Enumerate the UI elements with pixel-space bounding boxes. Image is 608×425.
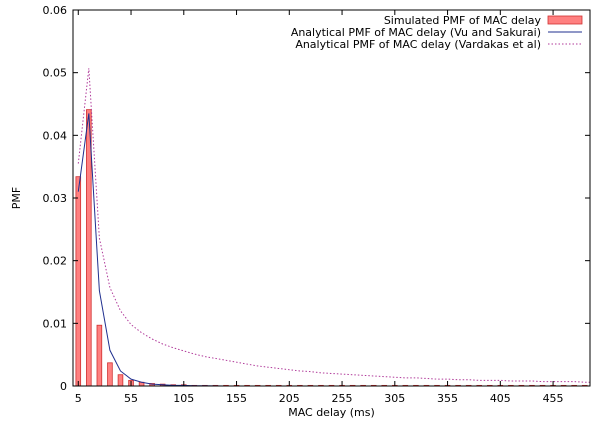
x-tick-label: 105 [173, 392, 194, 405]
legend-label: Analytical PMF of MAC delay (Vardakas et… [295, 38, 541, 51]
legend-label: Analytical PMF of MAC delay (Vu and Saku… [291, 26, 541, 39]
bar-series-group [75, 109, 588, 387]
x-tick-label: 5 [75, 392, 82, 405]
x-tick-label: 55 [124, 392, 138, 405]
bar [75, 176, 82, 387]
bar [117, 374, 124, 387]
y-tick-label: 0.01 [43, 317, 68, 330]
x-axis-title: MAC delay (ms) [288, 406, 375, 419]
series-line-1 [77, 113, 590, 387]
x-tick-label: 455 [543, 392, 564, 405]
x-tick-label: 155 [226, 392, 247, 405]
legend-label: Simulated PMF of MAC delay [384, 14, 542, 27]
x-tick-label: 355 [437, 392, 458, 405]
y-tick-label: 0.02 [43, 255, 68, 268]
y-tick-label: 0.04 [43, 129, 68, 142]
y-tick-label: 0.03 [43, 192, 68, 205]
x-tick-label: 205 [279, 392, 300, 405]
x-tick-label: 255 [332, 392, 353, 405]
y-tick-label: 0.06 [43, 4, 68, 17]
y-tick-label: 0.05 [43, 67, 68, 80]
y-tick-label: 0 [60, 380, 67, 393]
bar [107, 362, 113, 387]
x-tick-label: 405 [490, 392, 511, 405]
axis-ticks-group: 5 55 105 155 205 255 305 355 405 45500.010.020.03… [43, 4, 590, 405]
legend-swatch-bar [547, 15, 583, 25]
bar [96, 324, 103, 387]
x-tick-label: 305 [384, 392, 405, 405]
bar [86, 109, 92, 387]
series-line-2 [77, 68, 590, 383]
plot-frame [72, 9, 591, 387]
line-series-group [77, 68, 590, 387]
y-axis-title: PMF [10, 187, 23, 209]
